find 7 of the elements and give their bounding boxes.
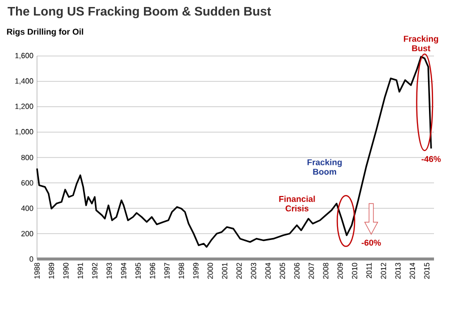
chart-title: The Long US Fracking Boom & Sudden Bust <box>8 6 271 18</box>
annotation: Fracking Boom <box>308 159 342 175</box>
annotation: Financial Crisis <box>279 196 315 212</box>
annotation: -60% <box>362 240 381 246</box>
chart-subtitle: Rigs Drilling for Oil <box>7 28 84 36</box>
annotation: -46% <box>422 156 441 162</box>
annotation: Fracking Bust <box>404 36 438 52</box>
